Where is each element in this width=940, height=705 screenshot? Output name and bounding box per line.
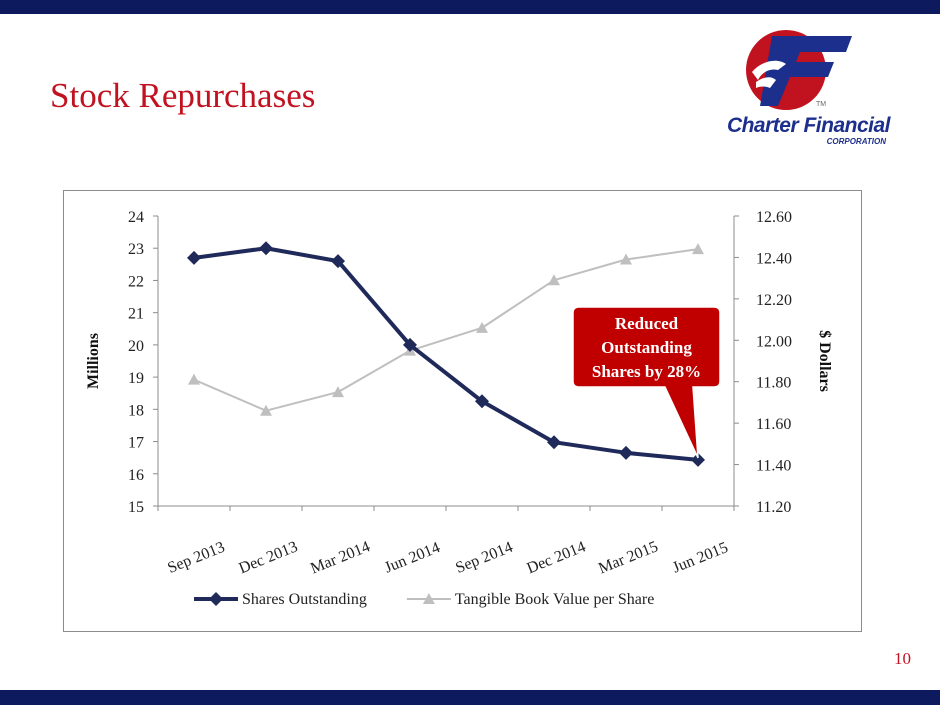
y-tick-label: 15 [128, 499, 144, 516]
data-point-shares [691, 452, 705, 467]
line-chart: 15 16 17 18 19 20 21 22 23 24 11.20 11.40 11.60 11.80… [85, 209, 833, 608]
x-tick-label: Mar 2014 [308, 538, 372, 577]
y-axis-title: Millions [85, 333, 102, 389]
data-point-shares [403, 337, 417, 352]
y2-tick-label: 12.60 [756, 209, 792, 226]
y2-tick-label: 12.40 [756, 250, 792, 267]
data-point-shares [331, 254, 345, 269]
x-tick-label: Jun 2014 [382, 539, 442, 577]
data-point-shares [475, 394, 489, 409]
x-tick-label: Sep 2013 [165, 539, 227, 577]
y2-tick-label: 11.40 [756, 458, 791, 475]
y2-tick-label: 11.20 [756, 499, 791, 516]
y-tick-label: 19 [128, 370, 144, 387]
callout-text-line: Shares by 28% [592, 362, 701, 381]
trademark-label: TM [816, 101, 827, 108]
y2-tick-label: 12.00 [756, 333, 792, 350]
y2-tick-label: 11.80 [756, 375, 791, 392]
x-tick-label: Sep 2014 [453, 539, 515, 577]
data-point-tbv [548, 274, 560, 286]
data-point-tbv [188, 373, 200, 385]
page-number: 10 [894, 649, 911, 668]
y2-tick-label: 11.60 [756, 416, 791, 433]
x-tick-label: Dec 2014 [524, 538, 588, 577]
data-point-shares [619, 445, 633, 460]
y-tick-label: 24 [128, 209, 144, 226]
data-point-shares [187, 250, 201, 265]
y2-tick-label: 12.20 [756, 292, 792, 309]
x-tick-label: Dec 2013 [236, 538, 300, 577]
y-tick-label: 23 [128, 241, 144, 258]
legend-swatch-marker [422, 593, 435, 604]
legend-swatch-marker [209, 592, 223, 606]
y-tick-label: 20 [128, 338, 144, 355]
y-tick-label: 17 [128, 435, 144, 452]
x-tick-label: Jun 2015 [670, 539, 730, 577]
x-tick-label: Mar 2015 [596, 538, 660, 577]
y-tick-label: 16 [128, 467, 144, 484]
chart-frame: 15 16 17 18 19 20 21 22 23 24 11.20 11.40 11.60 11.80… [63, 190, 862, 632]
series-line-tbv [193, 248, 699, 412]
series-line-shares [193, 246, 699, 462]
callout-text-line: Reduced [615, 314, 679, 333]
legend-label: Tangible Book Value per Share [455, 591, 654, 608]
callout-text-line: Outstanding [601, 338, 692, 357]
y2-axis-title: $ Dollars [816, 330, 833, 392]
data-point-tbv [332, 386, 344, 398]
company-logo: TM Charter Financial CORPORATION [712, 30, 892, 155]
y-tick-label: 21 [128, 306, 144, 323]
bottom-band [0, 690, 940, 705]
data-point-tbv [620, 253, 632, 265]
y-tick-label: 18 [128, 402, 144, 419]
y-tick-label: 22 [128, 273, 144, 290]
data-point-tbv [692, 243, 704, 255]
top-band [0, 0, 940, 14]
data-point-tbv [476, 321, 488, 333]
callout-bubble [572, 306, 721, 459]
logo-subtitle: CORPORATION [826, 137, 886, 146]
slide-title: Stock Repurchases [50, 76, 316, 115]
data-point-shares [259, 241, 273, 256]
logo-name: Charter Financial [726, 114, 891, 137]
data-point-shares [547, 435, 561, 450]
data-point-tbv [260, 404, 272, 416]
logo-emblem-icon [746, 30, 852, 110]
legend-label: Shares Outstanding [242, 591, 367, 608]
